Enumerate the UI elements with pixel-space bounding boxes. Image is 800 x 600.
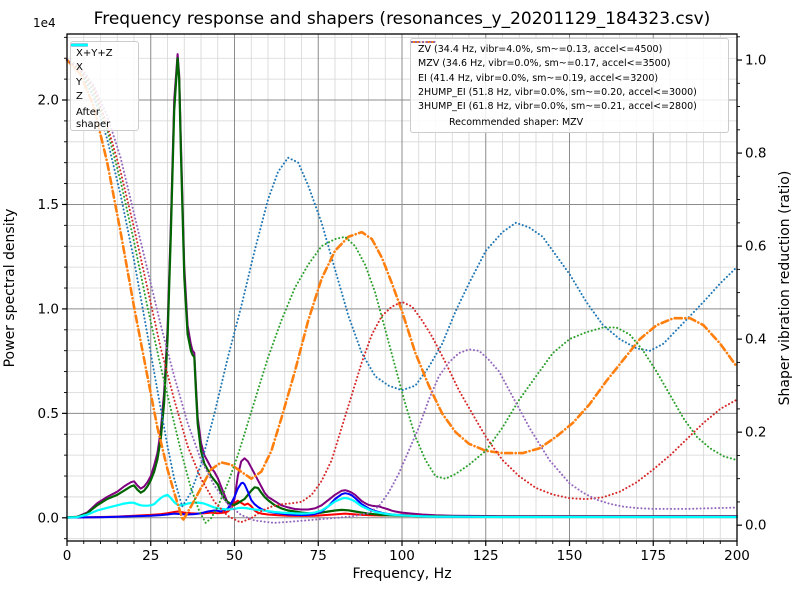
x-tick-label: 75 (310, 548, 327, 564)
y-right-tick-label: 0.8 (745, 146, 766, 162)
legend-item-label: MZV (34.6 Hz, vibr=0.0%, sm~=0.17, accel… (418, 58, 671, 70)
series-ei (66, 59, 738, 524)
y-left-tick-label: 2.0 (38, 93, 59, 109)
y-right-tick-label: 0.4 (745, 332, 766, 348)
series-y (65, 57, 739, 519)
legend-item-label: Z (76, 91, 83, 102)
legend-item-x-y-z: X+Y+Z (71, 43, 133, 61)
series-zv (66, 59, 738, 508)
chart-title: Frequency response and shapers (resonanc… (93, 9, 711, 29)
y-right-tick-label: 0.6 (745, 239, 766, 255)
legend-item-x: X (71, 43, 133, 76)
axis-ticks (62, 36, 742, 546)
series-after-shaper (65, 493, 739, 519)
legend-item-zv: ZV (34.4 Hz, vibr=4.0%, sm~=0.13, accel<… (411, 41, 721, 57)
legend-item-after-shaper: After shaper (71, 43, 133, 133)
legend-item-3hump-ei: 3HUMP_EI (61.8 Hz, vibr=0.0%, sm~=0.21, … (411, 41, 721, 115)
y-left-tick-label: 1.0 (38, 301, 59, 317)
legend-shapers: ZV (34.4 Hz, vibr=4.0%, sm~=0.13, accel<… (410, 38, 729, 133)
x-axis-label: Frequency, Hz (352, 566, 452, 582)
x-tick-label: 0 (63, 548, 72, 564)
x-tick-label: 150 (557, 548, 583, 564)
legend-item-ei: EI (41.4 Hz, vibr=0.0%, sm~=0.19, accel<… (411, 41, 721, 86)
legend-item-label: EI (41.4 Hz, vibr=0.0%, sm~=0.19, accel<… (418, 72, 659, 84)
y-left-offset-label: 1e4 (33, 16, 56, 30)
y-right-tick-label: 0.0 (745, 518, 766, 534)
legend-item-label: X+Y+Z (76, 47, 113, 59)
legend-item-2hump-ei: 2HUMP_EI (51.8 Hz, vibr=0.0%, sm~=0.20, … (411, 41, 721, 100)
legend-item-label: After shaper (76, 107, 111, 130)
x-tick-label: 175 (640, 548, 666, 564)
y-left-tick-label: 1.5 (38, 197, 59, 213)
legend-item-label: Y (76, 76, 83, 88)
x-tick-label: 25 (142, 548, 159, 564)
series-shapers (65, 58, 739, 524)
x-tick-label: 200 (724, 548, 750, 564)
x-tick-label: 50 (226, 548, 243, 564)
tick-labels: 0 25 50 75 100 125 150 175 200 0.0 0.5 1.0 1.5 2.0 0.0… (38, 53, 767, 564)
y-left-tick-label: 0.0 (38, 510, 59, 526)
legend-item-label: ZV (34.4 Hz, vibr=4.0%, sm~=0.13, accel<… (418, 43, 663, 55)
x-tick-label: 100 (389, 548, 415, 564)
x-tick-label: 125 (473, 548, 499, 564)
y-right-tick-label: 1.0 (745, 53, 766, 69)
y-left-axis-label: Power spectral density (2, 208, 18, 368)
series-3hump-ei (66, 59, 738, 524)
y-left-tick-label: 0.5 (38, 406, 59, 422)
legend-psd: X+Y+Z X Y Z After shaper (70, 41, 139, 131)
legend-item-label: X (76, 62, 83, 73)
series-x-y-z (66, 53, 738, 519)
legend-recommended-shaper: Recommended shaper: MZV (449, 116, 584, 128)
series-psd (65, 53, 739, 519)
y-right-axis-label: Shaper vibration reduction (ratio) (777, 170, 793, 406)
legend-item-mzv: MZV (34.6 Hz, vibr=0.0%, sm~=0.17, accel… (411, 41, 721, 71)
series-mzv (65, 58, 739, 522)
legend-sample-line (71, 43, 88, 47)
legend-sample-line (411, 41, 437, 43)
legend-item-label: 3HUMP_EI (61.8 Hz, vibr=0.0%, sm~=0.21, … (418, 101, 697, 113)
legend-item-y: Y (71, 43, 133, 90)
legend-item-label: 2HUMP_EI (51.8 Hz, vibr=0.0%, sm~=0.20, … (418, 86, 697, 98)
y-right-tick-label: 0.2 (745, 425, 766, 441)
legend-item-z: Z (71, 43, 133, 105)
